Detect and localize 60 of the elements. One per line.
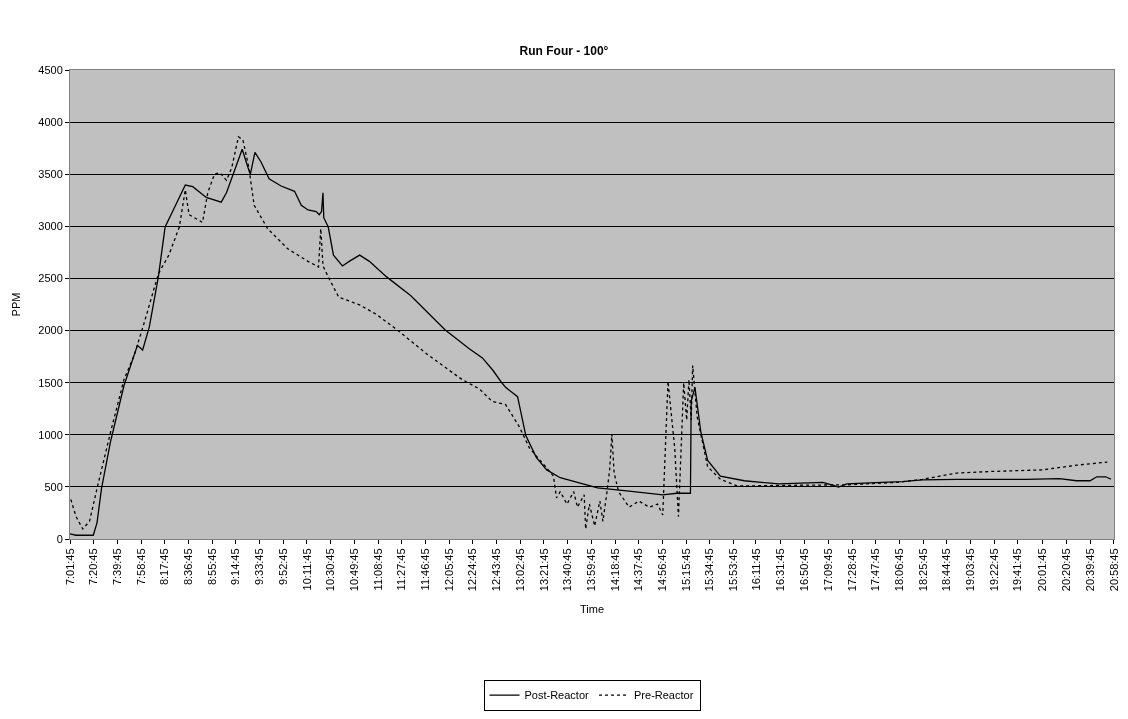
x-tick-label: 7:39:45 [110,548,123,586]
y-tick-label: 1500 [38,376,63,389]
x-tick-label: 19:41:45 [1011,548,1024,592]
y-tick-label: 500 [44,480,63,493]
x-tick-label: 16:11:45 [749,548,762,591]
x-tick-label: 10:49:45 [347,548,360,592]
legend-label: Post-Reactor [524,689,590,702]
x-tick-label: 9:52:45 [276,548,289,586]
x-tick-label: 12:43:45 [490,548,503,592]
chart-title: Run Four - 100° [519,44,609,59]
y-tick-label: 4500 [38,63,63,76]
x-tick-label: 14:18:45 [608,548,621,592]
x-tick-label: 11:27:45 [395,548,408,591]
x-axis-title: Time [579,603,605,616]
x-tick-label: 17:28:45 [845,548,858,592]
legend-label: Pre-Reactor [634,689,694,702]
x-tick-label: 13:40:45 [561,548,574,592]
y-tick-label: 3500 [38,168,63,181]
x-tick-label: 15:53:45 [727,548,740,592]
x-tick-label: 19:03:45 [964,548,977,592]
x-tick-label: 11:46:45 [419,548,432,591]
x-tick-label: 20:58:45 [1107,548,1120,592]
x-tick-label: 9:14:45 [229,548,242,586]
x-tick-label: 20:01:45 [1036,548,1049,592]
x-tick-label: 11:08:45 [371,548,384,591]
y-tick-label: 4000 [38,115,63,128]
x-tick-label: 7:20:45 [87,548,100,586]
x-tick-label: 19:22:45 [987,548,1000,592]
y-tick-label: 1000 [38,428,63,441]
y-tick-label: 3000 [38,220,63,233]
y-tick-label: 2000 [38,324,63,337]
x-tick-label: 7:58:45 [134,548,147,586]
x-tick-label: 16:50:45 [798,548,811,592]
x-tick-label: 10:11:45 [300,548,313,591]
x-tick-label: 12:05:45 [442,548,455,592]
x-tick-label: 10:30:45 [324,548,337,592]
x-tick-label: 14:37:45 [632,548,645,592]
x-tick-label: 18:06:45 [892,548,905,592]
x-tick-label: 8:55:45 [205,548,218,586]
x-tick-label: 15:34:45 [703,548,716,592]
x-tick-label: 13:59:45 [584,548,597,592]
x-tick-label: 18:44:45 [940,548,953,592]
x-tick-label: 20:39:45 [1083,548,1096,592]
x-tick-label: 13:02:45 [513,548,526,592]
y-tick-label: 0 [56,532,63,545]
x-tick-label: 18:25:45 [916,548,929,592]
x-tick-label: 20:20:45 [1060,548,1073,592]
x-tick-label: 17:47:45 [869,548,882,592]
x-tick-label: 8:36:45 [182,548,195,586]
x-tick-label: 9:33:45 [253,548,266,586]
y-tick-label: 2500 [38,272,63,285]
x-tick-label: 15:15:45 [679,548,692,592]
x-tick-label: 13:21:45 [537,548,550,592]
x-tick-label: 14:56:45 [656,548,669,592]
x-tick-label: 16:31:45 [774,548,787,592]
x-tick-label: 7:01:45 [63,548,76,586]
x-tick-label: 8:17:45 [158,548,171,586]
y-axis-title: PPM [9,292,22,317]
x-tick-label: 17:09:45 [821,548,834,592]
x-tick-label: 12:24:45 [466,548,479,592]
